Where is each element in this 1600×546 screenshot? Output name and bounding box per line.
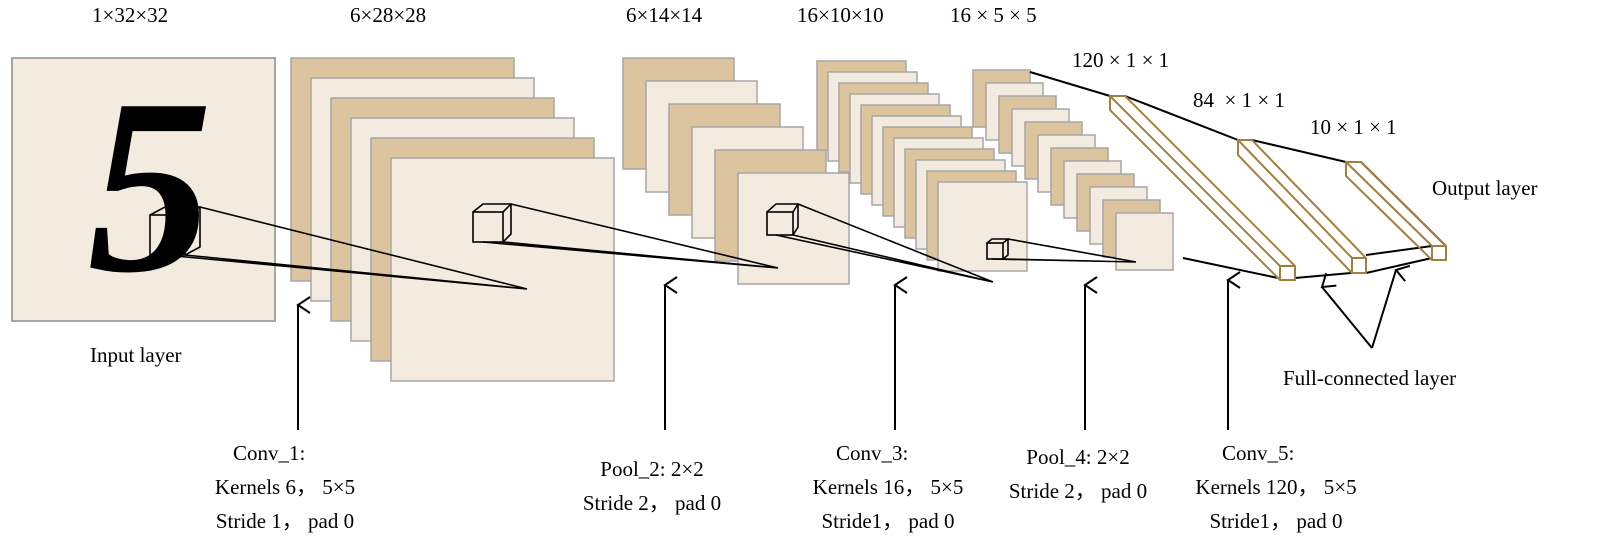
caption-pool2-line1: Pool_2: 2×2: [600, 457, 704, 481]
caption-conv1-line3: Stride 1， pad 0: [215, 509, 355, 533]
arrow-fc-a: [1320, 272, 1373, 349]
input-layer-label: Input layer: [90, 343, 182, 367]
dim-conv3: 16×10×10: [797, 3, 884, 27]
caption-conv5-line2: Kernels 120， 5×5: [1195, 475, 1357, 499]
fc-layer-label: Full-connected layer: [1283, 366, 1457, 390]
input-layer: 5: [11, 48, 276, 325]
caption-pool2: Pool_2: 2×2 Stride 2， pad 0: [532, 452, 772, 520]
caption-conv1-line2: Kernels 6， 5×5: [214, 475, 356, 499]
dim-pool4: 16 × 5 × 5: [950, 3, 1037, 27]
conv1-feature-maps: [290, 57, 615, 382]
caption-conv5-line3: Stride1， pad 0: [1209, 509, 1343, 533]
input-digit: 5: [88, 48, 213, 325]
caption-pool4: Pool_4: 2×2 Stride 2， pad 0: [958, 440, 1198, 508]
output-layer-label: Output layer: [1432, 176, 1538, 200]
conv1-map-6: [390, 157, 615, 382]
conv3-map-12: [937, 181, 1028, 272]
caption-conv1: Conv_1: Kernels 6， 5×5 Stride 1， pad 0: [165, 436, 405, 538]
caption-pool4-line1: Pool_4: 2×2: [1026, 445, 1130, 469]
caption-conv3-line2: Kernels 16， 5×5: [812, 475, 964, 499]
caption-conv3-line1: Conv_3:: [836, 441, 909, 465]
caption-conv5: Conv_5: Kernels 120， 5×5 Stride1， pad 0: [1156, 436, 1396, 538]
pool4-feature-maps: [972, 69, 1174, 271]
dim-fc5: 120 × 1 × 1: [1072, 48, 1170, 72]
caption-conv3: Conv_3: Kernels 16， 5×5 Stride1， pad 0: [768, 436, 1008, 538]
dim-fc6: 84 × 1 × 1: [1193, 88, 1285, 112]
dim-conv1: 6×28×28: [350, 3, 427, 27]
caption-pool4-line2: Stride 2， pad 0: [1008, 479, 1148, 503]
arrows: [296, 264, 1411, 430]
caption-conv3-line3: Stride1， pad 0: [821, 509, 955, 533]
arrow-fc-b: [1371, 264, 1411, 349]
caption-conv5-line1: Conv_5:: [1222, 441, 1295, 465]
pool2-feature-maps: [622, 57, 850, 285]
dim-pool2: 6×14×14: [626, 3, 703, 27]
dim-output: 10 × 1 × 1: [1310, 115, 1397, 139]
caption-pool2-line2: Stride 2， pad 0: [582, 491, 722, 515]
receptive-fields: [149, 203, 1137, 290]
caption-conv1-line1: Conv_1:: [233, 441, 306, 465]
dim-input: 1×32×32: [92, 3, 169, 27]
conv3-feature-maps: [816, 60, 1028, 272]
